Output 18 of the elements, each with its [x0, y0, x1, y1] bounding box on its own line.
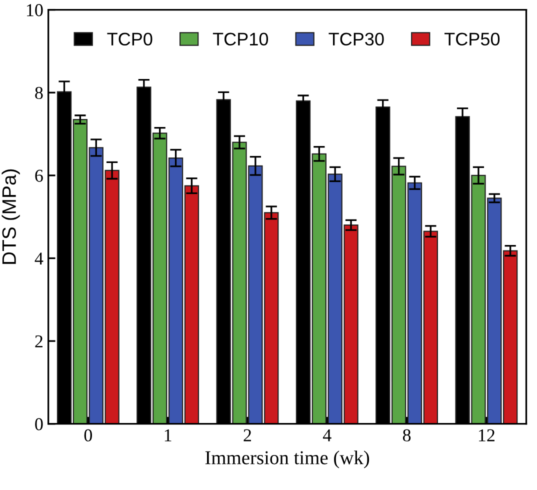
- legend-label: TCP10: [212, 32, 268, 46]
- legend-label: TCP0: [107, 32, 152, 46]
- y-tick-label: 4: [34, 252, 44, 264]
- y-tick-label: 2: [35, 335, 42, 348]
- x-tick-label: 4: [322, 429, 332, 442]
- y-tick-label: 0: [35, 418, 43, 430]
- x-tick-label: 8: [402, 429, 411, 442]
- x-tick-label: 0: [84, 429, 92, 442]
- x-axis-title: Immersion time (wk): [205, 450, 370, 468]
- y-tick-label: 10: [27, 4, 43, 16]
- x-tick-label: 2: [244, 429, 251, 442]
- y-axis-title: DTS (MPa): [2, 169, 20, 264]
- x-tick-label: 1: [164, 429, 172, 442]
- legend-label: TCP30: [328, 32, 384, 46]
- legend-label: TCP50: [444, 32, 500, 46]
- y-tick-label: 6: [35, 170, 43, 182]
- y-tick-label: 8: [35, 86, 43, 100]
- x-tick-label: 12: [478, 429, 494, 442]
